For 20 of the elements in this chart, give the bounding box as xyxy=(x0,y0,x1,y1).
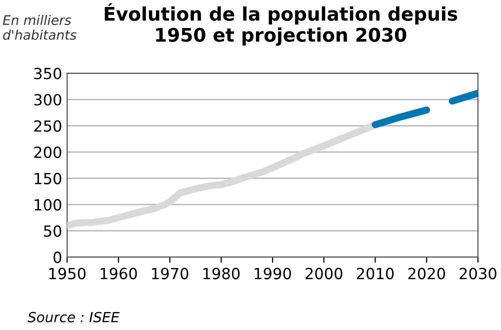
y-tick-label: 300 xyxy=(34,94,62,106)
y-tick-label: 150 xyxy=(34,172,62,184)
y-tick-label: 0 xyxy=(54,252,62,264)
x-tick-label: 1960 xyxy=(100,268,137,280)
x-tick-label: 1980 xyxy=(203,268,240,280)
x-tick-label: 1950 xyxy=(49,268,86,280)
y-tick-label: 100 xyxy=(34,199,62,211)
chart-title: Évolution de la population depuis 1950 et projection 2030 xyxy=(104,3,458,46)
y-tick-label: 50 xyxy=(44,225,62,237)
x-tick-label: 2010 xyxy=(356,268,394,280)
source-note: Source : ISEE xyxy=(28,312,120,322)
x-tick-label: 2020 xyxy=(408,268,446,280)
y-tick-label: 200 xyxy=(34,146,62,158)
x-tick-label: 1970 xyxy=(152,268,188,280)
x-tick-label: 1990 xyxy=(254,268,291,280)
y-tick-label: 250 xyxy=(34,120,62,132)
x-tick-label: 2000 xyxy=(306,268,342,280)
y-axis-title: En milliers d'habitants xyxy=(2,14,76,40)
y-tick-label: 350 xyxy=(34,68,62,80)
x-tick-label: 2030 xyxy=(460,268,496,280)
